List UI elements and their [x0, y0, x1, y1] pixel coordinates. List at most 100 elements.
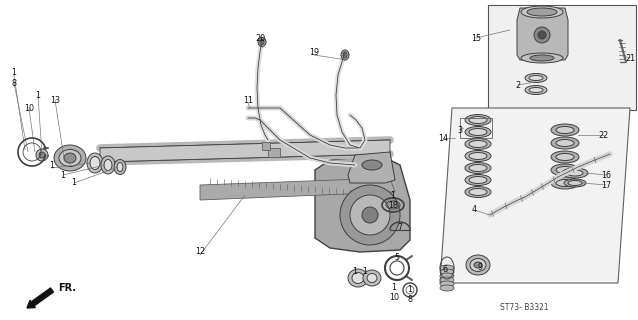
Ellipse shape	[104, 159, 112, 171]
Polygon shape	[100, 140, 390, 162]
Bar	[460, 118, 492, 138]
Circle shape	[538, 31, 546, 39]
Ellipse shape	[64, 153, 76, 163]
Ellipse shape	[525, 74, 547, 83]
Ellipse shape	[465, 126, 491, 138]
Ellipse shape	[469, 177, 487, 183]
Ellipse shape	[551, 137, 579, 149]
Ellipse shape	[556, 126, 574, 133]
Ellipse shape	[469, 116, 487, 124]
Text: 1: 1	[36, 91, 40, 100]
Text: 1: 1	[392, 284, 396, 292]
Polygon shape	[200, 178, 395, 200]
Ellipse shape	[469, 140, 487, 148]
Text: 10: 10	[24, 103, 34, 113]
Ellipse shape	[521, 53, 563, 63]
Ellipse shape	[521, 6, 563, 18]
Ellipse shape	[258, 37, 266, 46]
Ellipse shape	[348, 269, 368, 287]
Text: 13: 13	[50, 95, 60, 105]
Text: 15: 15	[471, 34, 481, 43]
Text: FR.: FR.	[58, 283, 76, 293]
Ellipse shape	[117, 163, 123, 172]
Circle shape	[340, 185, 400, 245]
Circle shape	[350, 195, 390, 235]
Ellipse shape	[465, 163, 491, 173]
Ellipse shape	[527, 8, 557, 16]
Ellipse shape	[114, 159, 126, 174]
Circle shape	[534, 27, 550, 43]
Ellipse shape	[90, 156, 100, 170]
Ellipse shape	[367, 274, 377, 283]
Ellipse shape	[440, 265, 454, 271]
Ellipse shape	[440, 285, 454, 291]
Text: 12: 12	[195, 247, 205, 257]
Text: 9: 9	[477, 263, 482, 273]
Text: 1: 1	[390, 190, 396, 199]
Text: 14: 14	[438, 133, 448, 142]
Ellipse shape	[525, 85, 547, 94]
Text: 19: 19	[309, 47, 319, 57]
Bar	[268, 148, 280, 157]
Ellipse shape	[465, 139, 491, 149]
Ellipse shape	[556, 180, 574, 187]
Ellipse shape	[469, 129, 487, 135]
Ellipse shape	[551, 151, 579, 163]
Ellipse shape	[440, 281, 454, 287]
FancyArrow shape	[27, 288, 54, 308]
Text: 1: 1	[11, 68, 17, 76]
Ellipse shape	[469, 188, 487, 196]
Text: ST73- B3321: ST73- B3321	[500, 303, 549, 313]
Ellipse shape	[567, 170, 583, 176]
Ellipse shape	[101, 156, 115, 174]
Ellipse shape	[362, 160, 382, 170]
Bar	[488, 5, 636, 110]
Ellipse shape	[466, 255, 490, 275]
Text: 2: 2	[516, 81, 521, 90]
Ellipse shape	[440, 277, 454, 283]
Ellipse shape	[363, 270, 381, 286]
Text: 20: 20	[255, 34, 265, 43]
Ellipse shape	[530, 55, 554, 61]
Text: 22: 22	[599, 131, 609, 140]
Text: 8: 8	[11, 78, 17, 87]
Ellipse shape	[54, 145, 86, 171]
Ellipse shape	[341, 50, 349, 60]
Ellipse shape	[474, 262, 482, 268]
Text: 21: 21	[625, 53, 635, 62]
Ellipse shape	[551, 177, 579, 189]
Text: 6: 6	[443, 266, 447, 275]
Text: 17: 17	[601, 180, 611, 189]
Ellipse shape	[440, 269, 454, 275]
Ellipse shape	[343, 52, 347, 58]
Ellipse shape	[529, 87, 543, 92]
Ellipse shape	[36, 149, 48, 161]
Ellipse shape	[352, 273, 364, 284]
Text: 7: 7	[397, 223, 403, 233]
Text: 4: 4	[471, 205, 477, 214]
Ellipse shape	[59, 149, 81, 166]
Ellipse shape	[465, 150, 491, 162]
Text: 8: 8	[408, 295, 413, 305]
Text: 1: 1	[50, 161, 54, 170]
Bar	[262, 142, 270, 150]
Text: 1: 1	[71, 178, 77, 187]
Text: 10: 10	[389, 293, 399, 302]
Ellipse shape	[568, 180, 582, 186]
Polygon shape	[315, 155, 410, 252]
Polygon shape	[440, 108, 630, 283]
Ellipse shape	[470, 259, 486, 271]
Ellipse shape	[465, 174, 491, 186]
Ellipse shape	[529, 76, 543, 81]
Ellipse shape	[465, 115, 491, 125]
Text: 11: 11	[243, 95, 253, 105]
Ellipse shape	[551, 124, 579, 136]
Ellipse shape	[465, 187, 491, 197]
Ellipse shape	[39, 152, 45, 158]
Ellipse shape	[562, 168, 588, 178]
Polygon shape	[517, 8, 568, 60]
Text: 18: 18	[388, 201, 398, 210]
Ellipse shape	[260, 39, 264, 44]
Text: 3: 3	[457, 125, 463, 134]
Ellipse shape	[469, 153, 487, 159]
